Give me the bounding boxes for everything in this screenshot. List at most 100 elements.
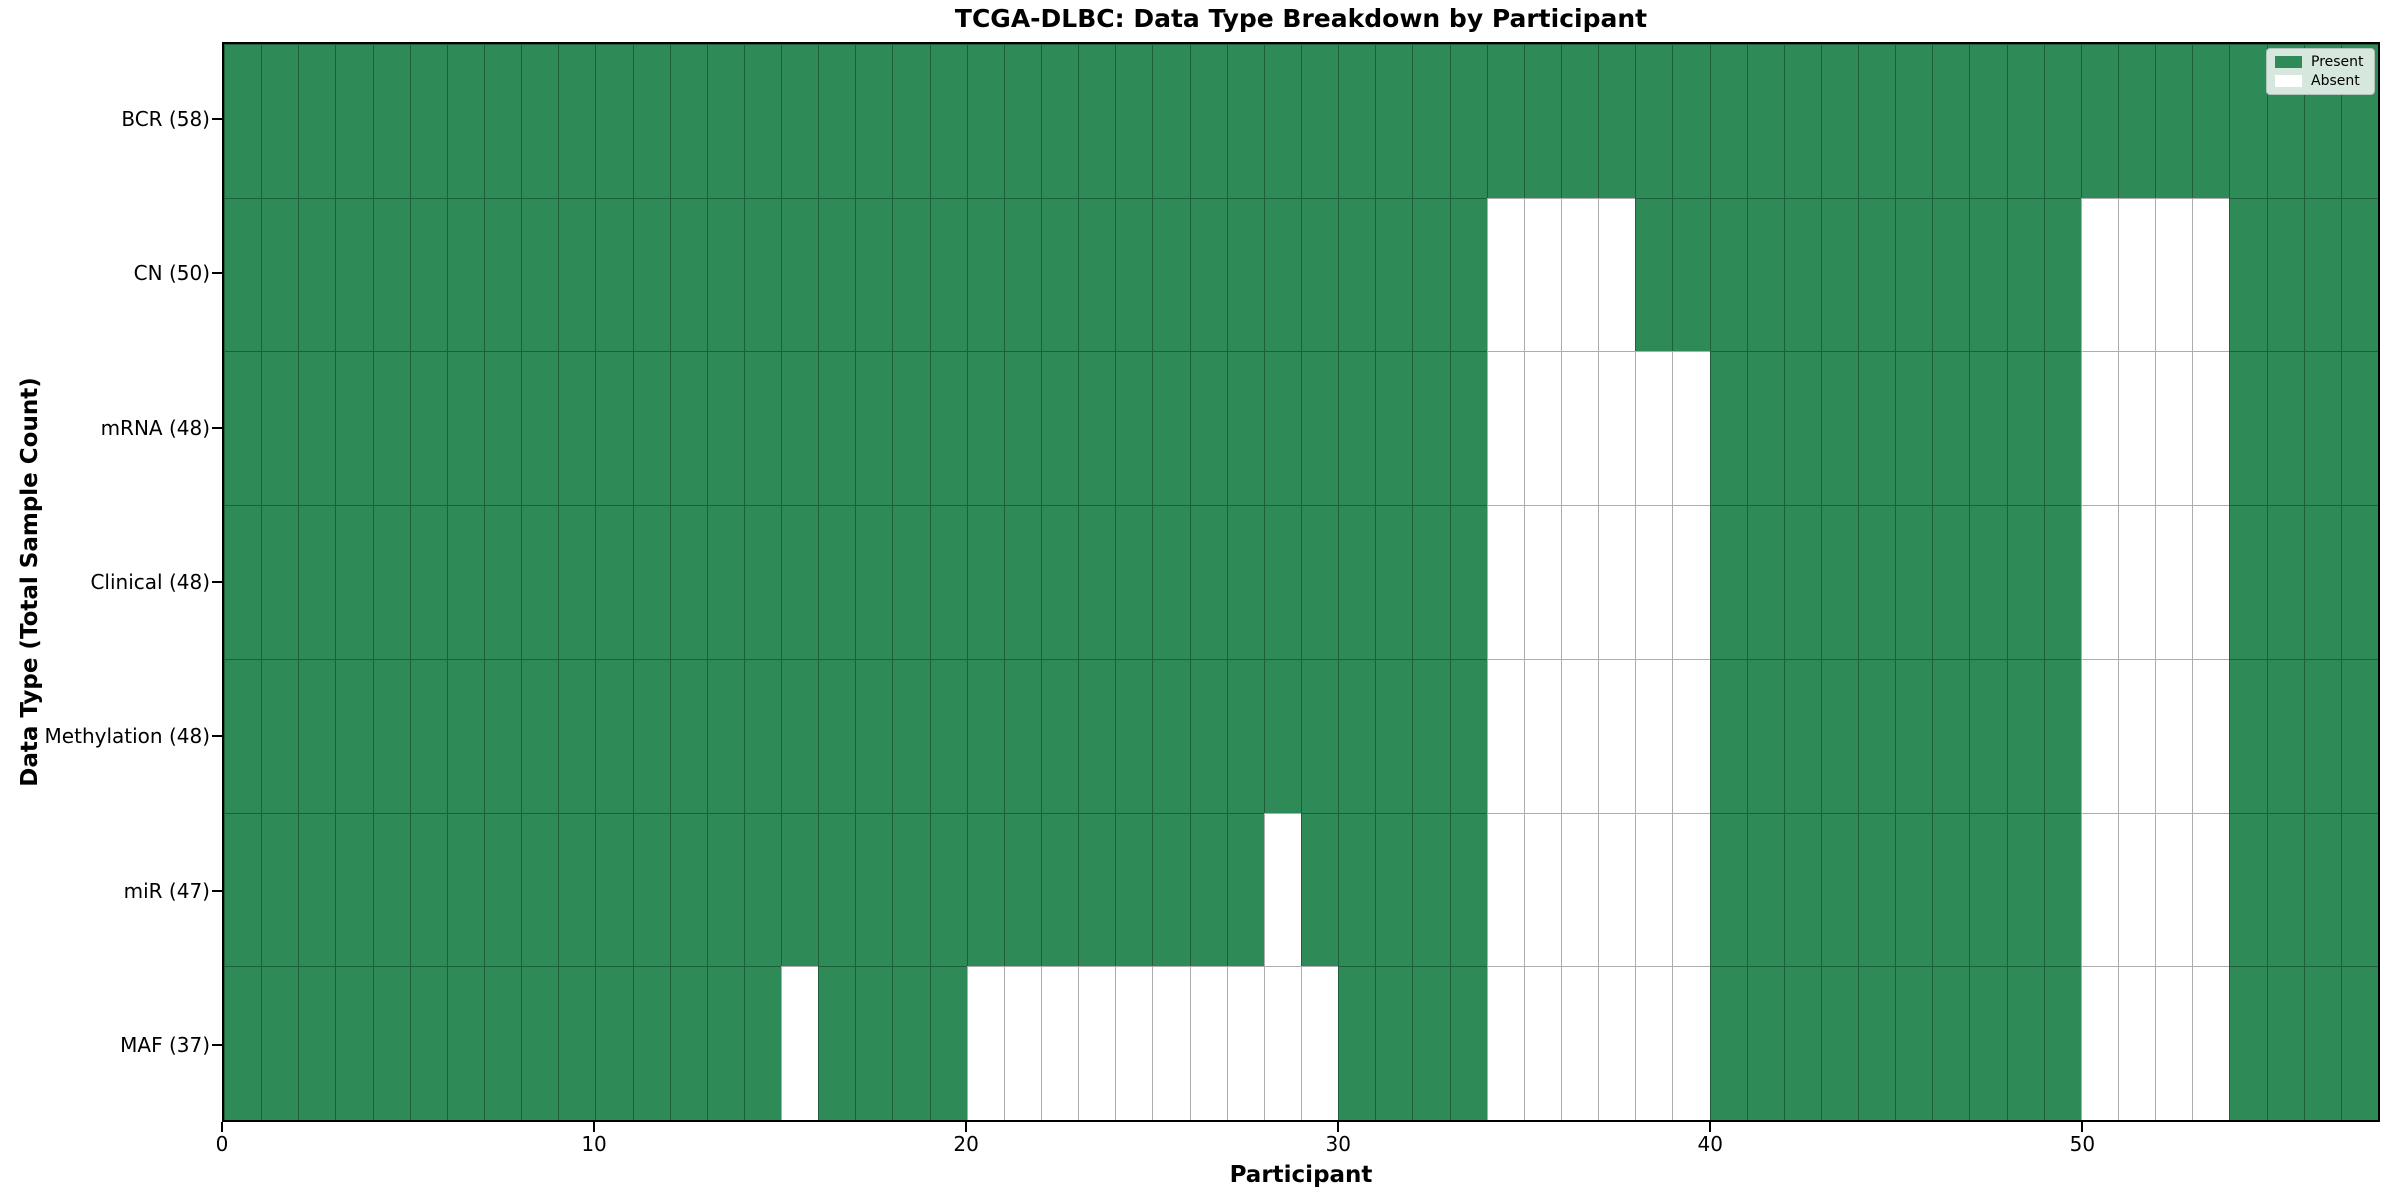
cell-MAF-p40 xyxy=(1709,966,1747,1120)
cell-Clinical-p1 xyxy=(261,505,299,659)
cell-mRNA-p21 xyxy=(1003,351,1042,506)
cell-BCR-p31 xyxy=(1375,44,1413,198)
cell-BCR-p33 xyxy=(1449,44,1487,198)
cell-BCR-p23 xyxy=(1078,44,1116,198)
cell-miR-p47 xyxy=(1969,812,2007,967)
cell-Methylation-p20 xyxy=(966,658,1004,813)
cell-mRNA-p33 xyxy=(1449,351,1487,506)
cell-MAF-p52 xyxy=(2155,966,2193,1120)
cell-Methylation-p29 xyxy=(1301,658,1339,813)
cell-mRNA-p45 xyxy=(1895,351,1933,506)
x-tick-label-10: 10 xyxy=(581,1132,607,1156)
cell-mRNA-p19 xyxy=(929,351,967,506)
cell-Methylation-p42 xyxy=(1783,658,1821,813)
chart-title: TCGA-DLBC: Data Type Breakdown by Partic… xyxy=(954,4,1648,33)
cell-miR-p15 xyxy=(781,812,819,967)
legend-label-present: Present xyxy=(2311,54,2364,70)
x-tick-label-20: 20 xyxy=(953,1132,979,1156)
cell-Clinical-p19 xyxy=(929,505,967,659)
cell-miR-p5 xyxy=(409,812,447,967)
cell-Clinical-p36 xyxy=(1560,505,1599,659)
cell-MAF-p9 xyxy=(558,966,596,1120)
cell-CN-p56 xyxy=(2303,197,2341,352)
cell-mRNA-p53 xyxy=(2192,351,2230,506)
cell-MAF-p20 xyxy=(966,966,1004,1120)
cell-MAF-p49 xyxy=(2043,966,2081,1120)
y-tick-mark xyxy=(212,1043,222,1046)
cell-CN-p51 xyxy=(2118,197,2156,352)
cell-CN-p46 xyxy=(1932,197,1970,352)
cell-CN-p53 xyxy=(2192,197,2230,352)
cell-miR-p25 xyxy=(1152,812,1190,967)
cell-Clinical-p30 xyxy=(1338,505,1376,659)
cell-BCR-p16 xyxy=(818,44,856,198)
cell-mRNA-p1 xyxy=(261,351,299,506)
cell-CN-p33 xyxy=(1449,197,1487,352)
cell-Clinical-p38 xyxy=(1635,505,1673,659)
cell-Methylation-p48 xyxy=(2006,658,2044,813)
cell-Clinical-p40 xyxy=(1709,505,1747,659)
cell-Methylation-p5 xyxy=(409,658,447,813)
cell-Methylation-p55 xyxy=(2266,658,2304,813)
cell-Methylation-p25 xyxy=(1152,658,1190,813)
cell-Methylation-p12 xyxy=(669,658,707,813)
legend-label-absent: Absent xyxy=(2311,73,2360,89)
cell-Methylation-p44 xyxy=(1858,658,1896,813)
cell-mRNA-p40 xyxy=(1709,351,1747,506)
y-tick-label-Methylation: Methylation (48) xyxy=(44,724,210,749)
cell-BCR-p3 xyxy=(335,44,373,198)
cell-MAF-p1 xyxy=(261,966,299,1120)
cell-Clinical-p0 xyxy=(224,505,262,659)
cell-miR-p18 xyxy=(892,812,930,967)
cell-MAF-p55 xyxy=(2266,966,2304,1120)
cell-MAF-p14 xyxy=(743,966,782,1120)
y-tick-mark xyxy=(212,735,222,738)
cell-miR-p41 xyxy=(1746,812,1784,967)
cell-Clinical-p50 xyxy=(2080,505,2119,659)
cell-miR-p10 xyxy=(595,812,633,967)
cell-CN-p34 xyxy=(1486,197,1524,352)
cell-Clinical-p3 xyxy=(335,505,373,659)
cell-CN-p17 xyxy=(855,197,893,352)
cell-miR-p4 xyxy=(372,812,410,967)
cell-CN-p39 xyxy=(1672,197,1710,352)
cell-miR-p30 xyxy=(1338,812,1376,967)
cell-Methylation-p51 xyxy=(2118,658,2156,813)
cell-mRNA-p49 xyxy=(2043,351,2081,506)
cell-Clinical-p4 xyxy=(372,505,410,659)
cell-CN-p9 xyxy=(558,197,596,352)
y-tick-mark xyxy=(212,426,222,429)
cell-CN-p54 xyxy=(2229,197,2267,352)
cell-CN-p30 xyxy=(1338,197,1376,352)
cell-Methylation-p2 xyxy=(298,658,336,813)
cell-Clinical-p7 xyxy=(483,505,522,659)
cell-mRNA-p0 xyxy=(224,351,262,506)
cell-miR-p42 xyxy=(1783,812,1821,967)
x-tick-mark xyxy=(1709,1122,1712,1132)
cell-BCR-p51 xyxy=(2118,44,2156,198)
y-tick-label-BCR: BCR (58) xyxy=(121,107,210,132)
cell-mRNA-p36 xyxy=(1560,351,1599,506)
cell-BCR-p19 xyxy=(929,44,967,198)
cell-Clinical-p8 xyxy=(521,505,559,659)
cell-CN-p45 xyxy=(1895,197,1933,352)
cell-mRNA-p4 xyxy=(372,351,410,506)
cell-CN-p31 xyxy=(1375,197,1413,352)
cell-miR-p51 xyxy=(2118,812,2156,967)
cell-Methylation-p53 xyxy=(2192,658,2230,813)
cell-MAF-p10 xyxy=(595,966,633,1120)
cell-Methylation-p31 xyxy=(1375,658,1413,813)
cell-mRNA-p9 xyxy=(558,351,596,506)
cell-BCR-p11 xyxy=(632,44,670,198)
cell-BCR-p13 xyxy=(706,44,744,198)
cell-CN-p36 xyxy=(1560,197,1599,352)
cell-miR-p6 xyxy=(446,812,484,967)
cell-Clinical-p39 xyxy=(1672,505,1710,659)
cell-Methylation-p7 xyxy=(483,658,522,813)
y-tick-mark xyxy=(212,581,222,583)
cell-miR-p43 xyxy=(1820,812,1859,967)
cell-miR-p14 xyxy=(743,812,782,967)
cell-MAF-p5 xyxy=(409,966,447,1120)
cell-Methylation-p0 xyxy=(224,658,262,813)
